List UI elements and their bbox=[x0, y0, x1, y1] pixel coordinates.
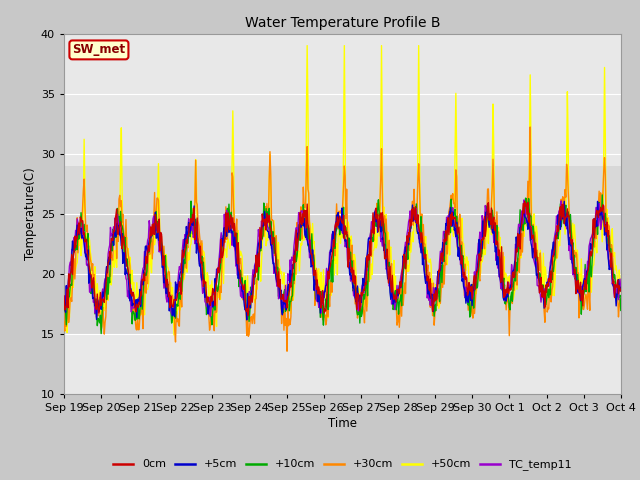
Line: TC_temp11: TC_temp11 bbox=[64, 200, 621, 317]
+5cm bbox=[214, 266, 221, 272]
TC_temp11 bbox=[70, 235, 78, 240]
Legend: 0cm, +5cm, +10cm, +30cm, +50cm, TC_temp11: 0cm, +5cm, +10cm, +30cm, +50cm, TC_temp1… bbox=[109, 455, 576, 475]
TC_temp11 bbox=[185, 216, 193, 222]
+10cm bbox=[428, 293, 435, 299]
0cm bbox=[60, 293, 68, 299]
TC_temp11 bbox=[428, 291, 435, 297]
+5cm bbox=[561, 198, 568, 204]
+50cm bbox=[412, 218, 419, 224]
TC_temp11 bbox=[214, 266, 222, 272]
X-axis label: Time: Time bbox=[328, 417, 357, 430]
+10cm bbox=[617, 308, 625, 313]
Line: +5cm: +5cm bbox=[64, 201, 621, 320]
+50cm bbox=[303, 43, 311, 48]
0cm bbox=[411, 216, 419, 222]
TC_temp11 bbox=[411, 217, 419, 223]
+50cm bbox=[170, 332, 178, 338]
+10cm bbox=[60, 298, 68, 304]
+50cm bbox=[70, 265, 78, 271]
+30cm bbox=[617, 306, 625, 312]
+30cm bbox=[184, 245, 192, 251]
+30cm bbox=[70, 256, 78, 262]
+10cm bbox=[128, 321, 136, 327]
+10cm bbox=[185, 229, 193, 235]
TC_temp11 bbox=[60, 300, 68, 305]
+10cm bbox=[97, 331, 105, 336]
+5cm bbox=[127, 290, 135, 296]
Line: 0cm: 0cm bbox=[64, 202, 621, 315]
TC_temp11 bbox=[617, 288, 625, 294]
Line: +30cm: +30cm bbox=[64, 127, 621, 351]
TC_temp11 bbox=[520, 197, 528, 203]
+5cm bbox=[411, 214, 419, 219]
TC_temp11 bbox=[93, 314, 100, 320]
TC_temp11 bbox=[128, 297, 136, 303]
+5cm bbox=[428, 294, 435, 300]
+50cm bbox=[214, 286, 222, 291]
0cm bbox=[127, 288, 135, 293]
+10cm bbox=[598, 192, 606, 198]
0cm bbox=[70, 249, 78, 255]
+5cm bbox=[184, 235, 192, 241]
Text: SW_met: SW_met bbox=[72, 43, 125, 56]
+30cm bbox=[214, 290, 221, 296]
+10cm bbox=[70, 239, 78, 245]
+50cm bbox=[127, 281, 135, 287]
0cm bbox=[214, 272, 221, 277]
+10cm bbox=[214, 287, 222, 292]
+50cm bbox=[617, 289, 625, 295]
+50cm bbox=[428, 292, 436, 298]
+5cm bbox=[243, 317, 251, 323]
+30cm bbox=[60, 319, 68, 325]
+5cm bbox=[60, 305, 68, 311]
+30cm bbox=[283, 348, 291, 354]
0cm bbox=[184, 232, 192, 238]
+50cm bbox=[60, 308, 68, 314]
+50cm bbox=[185, 257, 193, 263]
Line: +50cm: +50cm bbox=[64, 46, 621, 335]
+5cm bbox=[617, 285, 625, 290]
0cm bbox=[521, 199, 529, 204]
Title: Water Temperature Profile B: Water Temperature Profile B bbox=[244, 16, 440, 30]
+30cm bbox=[127, 292, 135, 298]
Line: +10cm: +10cm bbox=[64, 195, 621, 334]
+30cm bbox=[428, 280, 435, 286]
Bar bbox=[64, 166, 621, 334]
+30cm bbox=[411, 208, 419, 214]
+30cm bbox=[526, 124, 534, 130]
Y-axis label: Temperature(C): Temperature(C) bbox=[24, 167, 36, 260]
+10cm bbox=[411, 210, 419, 216]
0cm bbox=[428, 295, 435, 300]
+5cm bbox=[70, 249, 78, 255]
0cm bbox=[244, 312, 252, 318]
0cm bbox=[617, 288, 625, 294]
